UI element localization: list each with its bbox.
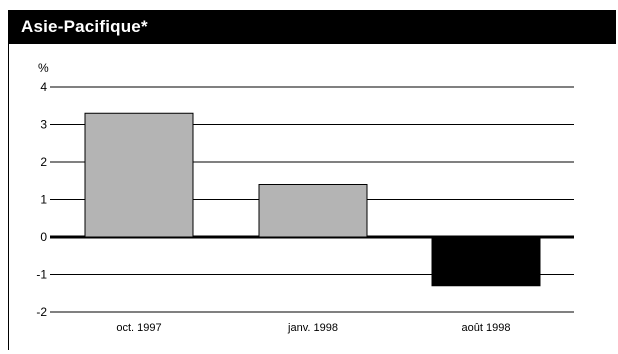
y-tick-label: -2 — [36, 305, 47, 319]
x-category-label: août 1998 — [462, 322, 511, 334]
chart-title: Asie-Pacifique* — [21, 17, 148, 36]
y-tick-label: 3 — [40, 118, 47, 132]
y-tick-label: 2 — [40, 155, 47, 169]
y-axis-unit: % — [38, 61, 49, 75]
y-tick-label: 4 — [40, 80, 47, 94]
title-bar: Asie-Pacifique* — [9, 10, 616, 44]
bar — [84, 112, 194, 238]
x-category-label: janv. 1998 — [287, 322, 338, 334]
bar — [431, 236, 541, 287]
y-tick-label: 1 — [40, 193, 47, 207]
y-tick-label: -1 — [36, 268, 47, 282]
y-tick-label: 0 — [40, 230, 47, 244]
bar — [258, 184, 368, 238]
chart-frame: Asie-Pacifique* — [8, 10, 616, 350]
x-category-label: oct. 1997 — [116, 322, 161, 334]
